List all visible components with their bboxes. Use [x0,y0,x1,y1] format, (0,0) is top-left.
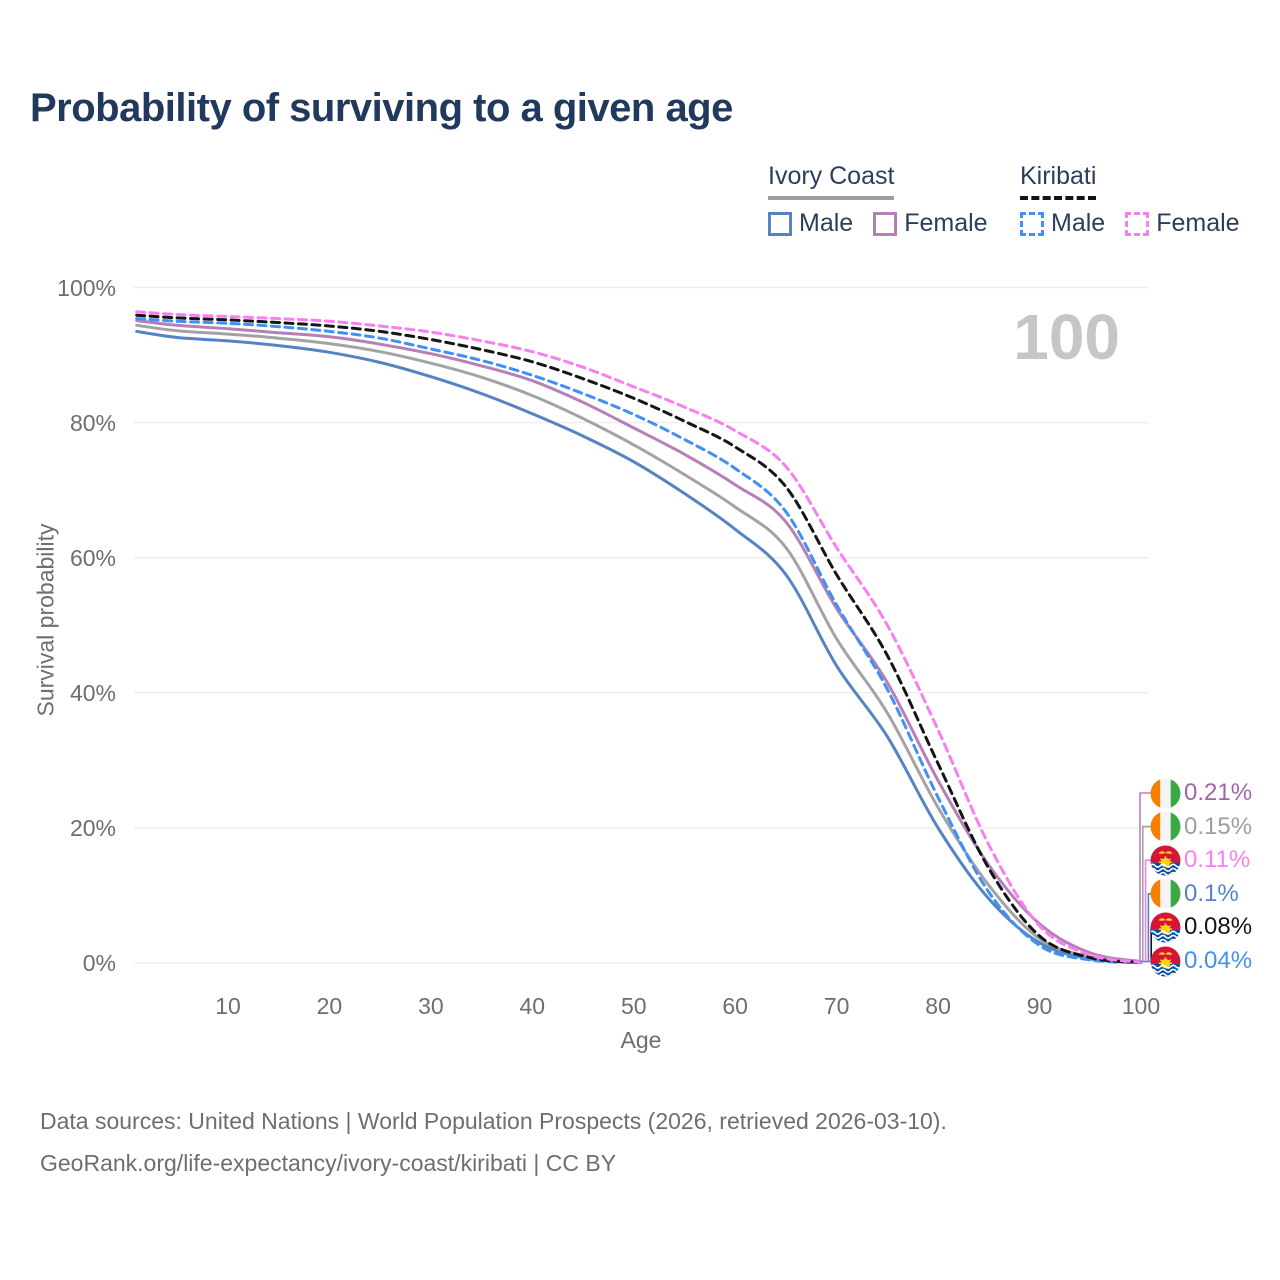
x-axis-tick-label: 100 [1121,993,1161,1019]
legend-item-ivory-coast-male[interactable]: Male [768,209,853,238]
y-axis-tick-label: 20% [69,814,116,841]
y-axis-tick-label: 40% [69,679,116,706]
end-label-ivory-coast-female: 0.21% [1150,777,1252,809]
legend-item-ivory-coast-female[interactable]: Female [873,209,988,238]
x-axis-tick-label: 40 [519,993,546,1019]
legend-item-label: Female [1156,209,1240,237]
legend-item-kiribati-male[interactable]: Male [1020,209,1105,238]
legend-group-ivory-coast: Ivory Coast Male Female [768,162,988,238]
end-label-leader [1142,825,1152,962]
end-label-value: 0.11% [1184,846,1251,874]
ivory-coast-flag-icon [1150,811,1181,842]
series-line-kiribati-female[interactable] [135,310,1143,964]
end-label-leader [1139,792,1152,962]
end-label-value: 0.21% [1184,779,1253,806]
series-line-kiribati-male[interactable] [135,317,1143,965]
end-label-kiribati-male: 0.04% [1150,945,1252,977]
x-axis-tick-label: 10 [215,993,241,1019]
y-axis-tick-label: 0% [82,950,116,976]
x-axis-tick-label: 70 [823,993,850,1019]
line-swatch-icon [768,211,792,236]
end-label-value: 0.1% [1184,879,1239,907]
y-axis-tick-label: 80% [69,409,116,436]
x-axis-tick-label: 50 [620,993,647,1019]
end-label-value: 0.04% [1184,947,1253,974]
legend-group-title-kiribati: Kiribati [1020,162,1097,200]
series-line-kiribati-both[interactable] [135,313,1143,964]
kiribati-flag-icon [1150,912,1181,943]
source-line-2: GeoRank.org/life-expectancy/ivory-coast/… [40,1150,617,1176]
end-label-ivory-coast-both: 0.15% [1150,811,1252,843]
page-title: Probability of surviving to a given age [30,86,733,130]
source-attribution: Data sources: United Nations | World Pop… [40,1100,947,1184]
line-swatch-icon [1125,211,1150,236]
x-axis-tick-label: 90 [1026,993,1053,1019]
ivory-coast-flag-icon [1150,778,1181,808]
x-axis-title: Age [620,1027,662,1053]
kiribati-flag-icon [1150,946,1181,976]
end-label-value: 0.15% [1184,812,1253,840]
end-label-kiribati-both: 0.08% [1150,911,1252,943]
legend-item-label: Male [799,209,854,237]
x-axis-tick-label: 30 [418,993,444,1019]
legend-group-kiribati: Kiribati Male Female [1020,162,1240,238]
line-swatch-icon [1020,211,1044,236]
y-axis-tick-label: 100% [57,274,116,301]
line-swatch-icon [873,211,898,236]
end-label-leader [1144,859,1152,962]
series-line-ivory-coast-male[interactable] [135,329,1143,964]
hover-age-watermark: 100 [1013,301,1120,373]
y-axis-tick-label: 60% [69,544,116,571]
x-axis-tick-label: 60 [722,993,748,1019]
ivory-coast-flag-icon [1150,878,1181,909]
legend-group-title-ivory-coast: Ivory Coast [768,162,895,200]
legend-item-kiribati-female[interactable]: Female [1125,209,1240,238]
legend-item-label: Female [904,209,988,237]
x-axis-tick-label: 80 [925,993,951,1019]
x-axis-tick-label: 20 [316,993,343,1019]
legend-item-label: Male [1051,209,1106,237]
kiribati-flag-icon [1150,845,1181,876]
end-label-ivory-coast-male: 0.1% [1150,878,1239,910]
end-label-kiribati-female: 0.11% [1150,844,1250,876]
source-line-1: Data sources: United Nations | World Pop… [40,1108,947,1134]
end-label-value: 0.08% [1184,913,1253,941]
